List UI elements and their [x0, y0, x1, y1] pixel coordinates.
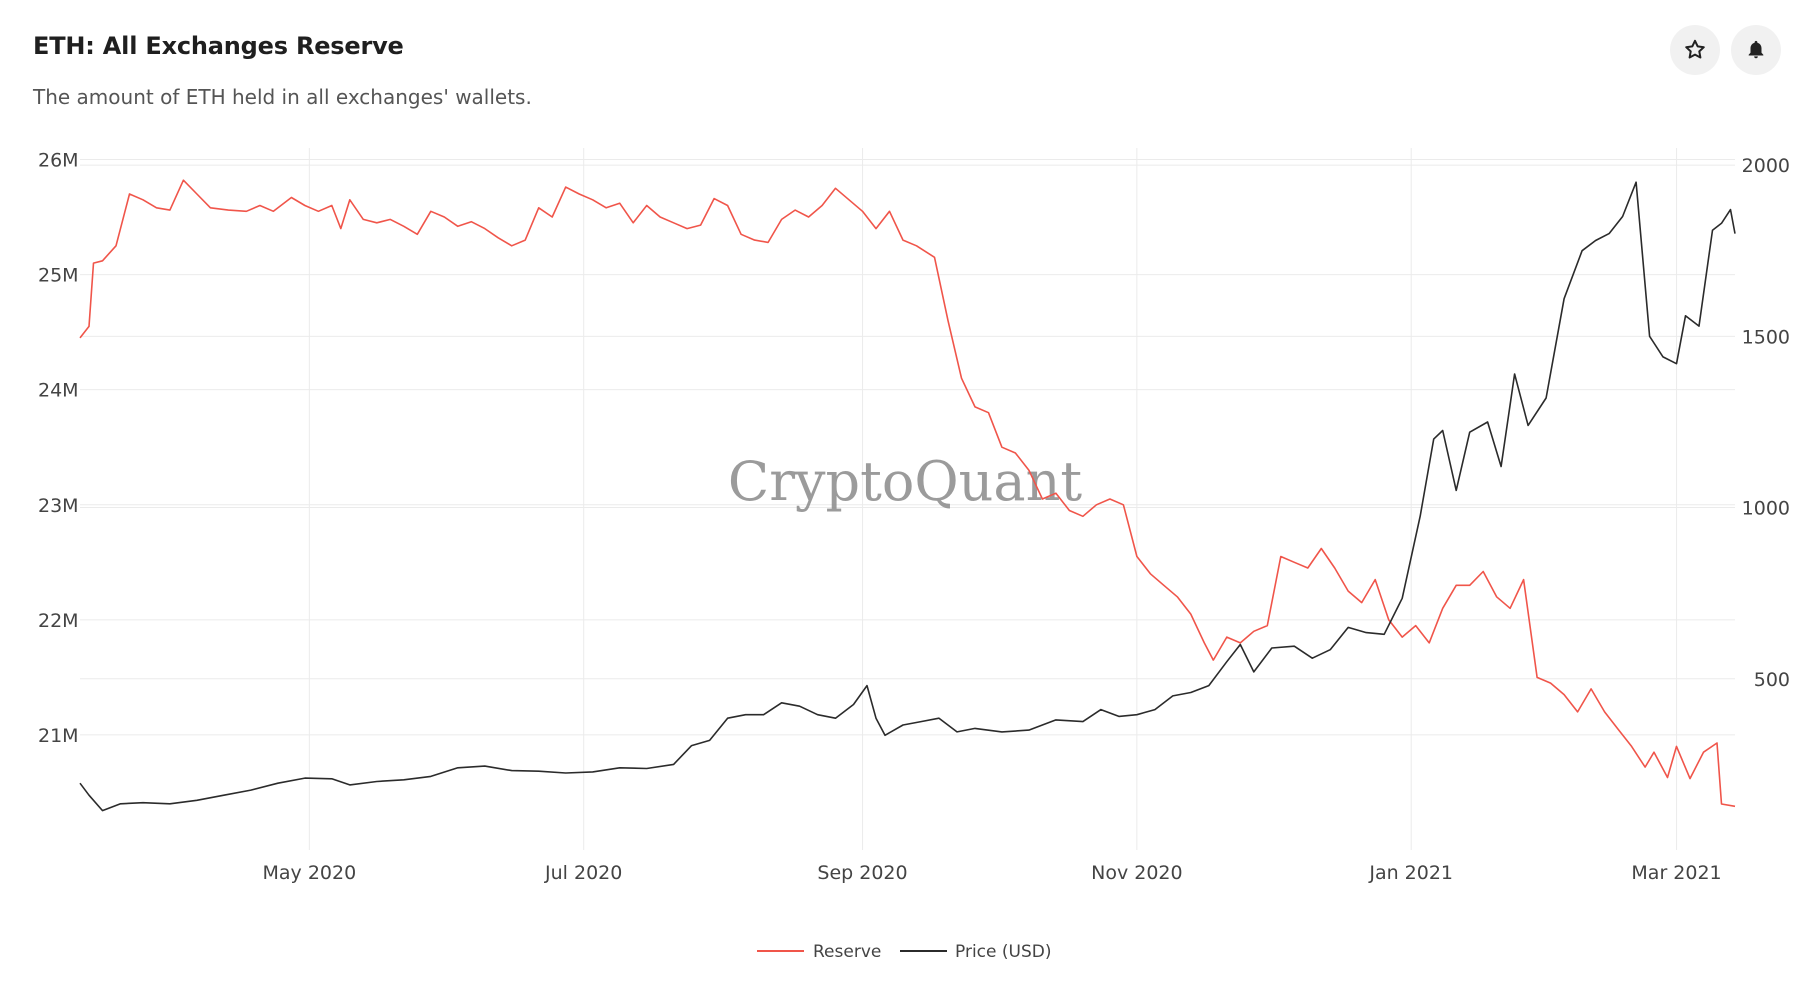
chart-grid — [80, 148, 1735, 850]
star-icon — [1685, 39, 1705, 59]
left-tick-label: 26M — [38, 150, 79, 172]
right-tick-label: 2000 — [1742, 155, 1790, 177]
left-tick-label: 24M — [38, 380, 79, 402]
legend-reserve-label: Reserve — [813, 942, 881, 962]
right-tick-label: 1000 — [1742, 498, 1790, 520]
left-axis-ticks: 21M 22M 23M 24M 25M 26M — [38, 150, 79, 747]
x-tick-label: Nov 2020 — [1091, 862, 1182, 884]
x-axis-ticks: May 2020 Jul 2020 Sep 2020 Nov 2020 Jan 2021… — [263, 862, 1722, 884]
price-line — [79, 181, 1736, 812]
chart-legend: Reserve Price (USD) — [757, 942, 1051, 962]
x-tick-label: Jul 2020 — [544, 862, 622, 884]
reserve-line — [79, 179, 1736, 808]
right-tick-label: 1500 — [1742, 326, 1790, 348]
x-tick-label: Sep 2020 — [817, 862, 907, 884]
favorite-button[interactable] — [1670, 25, 1720, 75]
watermark: CryptoQuant — [728, 450, 1082, 513]
bell-icon — [1748, 40, 1764, 59]
left-tick-label: 25M — [38, 265, 79, 287]
right-tick-label: 500 — [1754, 669, 1790, 691]
chart-series — [79, 179, 1736, 812]
legend-price-label: Price (USD) — [955, 942, 1051, 962]
left-tick-label: 21M — [38, 725, 79, 747]
chart-title: ETH: All Exchanges Reserve — [33, 32, 404, 60]
alert-button[interactable] — [1731, 25, 1781, 75]
left-tick-label: 23M — [38, 495, 79, 517]
x-tick-label: May 2020 — [263, 862, 357, 884]
x-tick-label: Jan 2021 — [1368, 862, 1453, 884]
chart-subtitle: The amount of ETH held in all exchanges'… — [33, 85, 532, 109]
right-axis-ticks: 500 1000 1500 2000 — [1742, 155, 1790, 691]
left-tick-label: 22M — [38, 610, 79, 632]
x-tick-label: Mar 2021 — [1631, 862, 1721, 884]
